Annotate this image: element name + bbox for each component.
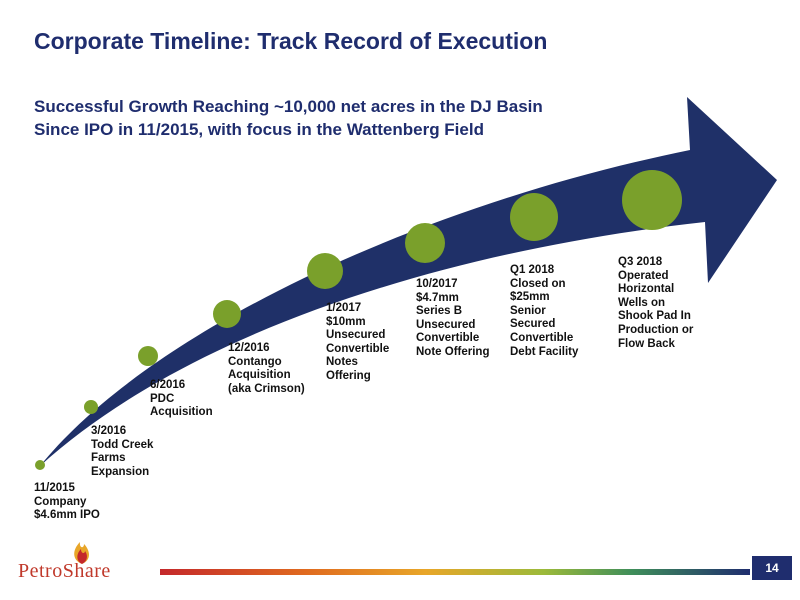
milestone-6-line: $4.7mm <box>416 291 459 304</box>
milestone-3-line: Acquisition <box>150 406 213 419</box>
page-number: 14 <box>752 556 792 580</box>
milestone-8-line: Production or <box>618 323 694 336</box>
milestone-1-line: Company <box>34 495 87 508</box>
milestone-5-line: Offering <box>326 369 371 382</box>
milestone-7-line: Q1 2018 <box>510 264 555 276</box>
milestone-dot-4 <box>213 300 241 328</box>
milestone-5-line: Unsecured <box>326 329 386 342</box>
milestone-7-line: Senior <box>510 304 546 317</box>
logo-text: PetroShare <box>18 560 111 582</box>
milestone-2-line: 3/2016 <box>91 425 127 437</box>
milestone-4-line: 12/2016 <box>228 342 270 354</box>
milestone-8: Q3 2018 Operated Horizontal Wells on Sho… <box>618 256 693 351</box>
milestone-6-line: Convertible <box>416 332 480 345</box>
milestone-7: Q1 2018 Closed on $25mm Senior Secured C… <box>510 264 578 359</box>
milestone-2: 3/2016 Todd Creek Farms Expansion <box>91 425 153 479</box>
milestone-6-line: 10/2017 <box>416 278 458 290</box>
milestone-4-line: Contango <box>228 355 282 368</box>
milestone-3-line: 6/2016 <box>150 379 186 391</box>
milestone-8-line: Flow Back <box>618 337 675 350</box>
milestone-8-line: Horizontal <box>618 283 675 296</box>
milestone-7-line: Debt Facility <box>510 345 579 358</box>
petroshare-logo: PetroShare <box>18 536 158 586</box>
page-title: Corporate Timeline: Track Record of Exec… <box>34 28 548 54</box>
milestone-8-line: Shook Pad In <box>618 310 691 323</box>
milestone-6-line: Note Offering <box>416 345 490 358</box>
milestone-dot-1 <box>35 460 45 470</box>
milestone-dot-6 <box>405 223 445 263</box>
subtitle-line-1: Successful Growth Reaching ~10,000 net a… <box>34 97 543 116</box>
subtitle-line-2: Since IPO in 11/2015, with focus in the … <box>34 120 484 139</box>
milestone-8-line: Q3 2018 <box>618 256 663 268</box>
milestone-1-line: 11/2015 <box>34 482 75 494</box>
milestone-dot-8 <box>622 170 682 230</box>
milestone-5-line: Convertible <box>326 342 390 355</box>
milestone-5-line: Notes <box>326 356 358 369</box>
milestone-5-line: 1/2017 <box>326 302 362 314</box>
milestone-7-line: $25mm <box>510 291 550 304</box>
milestone-dots <box>35 170 682 470</box>
subtitle: Successful Growth Reaching ~10,000 net a… <box>34 95 543 141</box>
milestone-8-line: Operated <box>618 269 669 282</box>
footer-gradient-bar <box>160 569 750 575</box>
milestone-4-line: (aka Crimson) <box>228 382 305 395</box>
milestone-dot-2 <box>84 400 98 414</box>
milestone-dot-3 <box>138 346 158 366</box>
milestone-dot-5 <box>307 253 343 289</box>
milestone-6: 10/2017 $4.7mm Series B Unsecured Conver… <box>416 278 489 360</box>
milestone-dot-7 <box>510 193 558 241</box>
milestone-5-line: $10mm <box>326 315 366 328</box>
milestone-2-line: Farms <box>91 452 126 465</box>
milestone-6-line: Unsecured <box>416 318 476 331</box>
flame-icon <box>74 542 89 564</box>
milestone-2-line: Expansion <box>91 465 150 478</box>
timeline-arrow-shape <box>40 97 777 466</box>
milestone-3-line: PDC <box>150 392 175 405</box>
milestone-6-line: Series B <box>416 305 463 318</box>
milestone-3: 6/2016 PDC Acquisition <box>150 379 213 420</box>
milestone-8-line: Wells on <box>618 296 666 309</box>
milestone-1-line: $4.6mm IPO <box>34 509 100 522</box>
milestone-5: 1/2017 $10mm Unsecured Convertible Notes… <box>326 302 389 384</box>
milestone-7-line: Closed on <box>510 277 566 290</box>
milestone-1: 11/2015 Company $4.6mm IPO <box>34 482 100 523</box>
milestone-4-line: Acquisition <box>228 369 291 382</box>
milestone-2-line: Todd Creek <box>91 438 154 451</box>
milestone-7-line: Convertible <box>510 331 574 344</box>
milestone-4: 12/2016 Contango Acquisition (aka Crimso… <box>228 342 305 396</box>
milestone-7-line: Secured <box>510 318 556 331</box>
